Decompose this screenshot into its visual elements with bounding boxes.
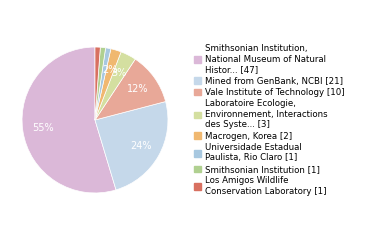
Wedge shape xyxy=(95,48,111,120)
Wedge shape xyxy=(95,49,121,120)
Text: 2%: 2% xyxy=(103,65,118,75)
Text: 55%: 55% xyxy=(32,123,54,133)
Wedge shape xyxy=(95,47,106,120)
Wedge shape xyxy=(95,102,168,190)
Wedge shape xyxy=(95,47,100,120)
Wedge shape xyxy=(22,47,116,193)
Text: 3%: 3% xyxy=(111,68,127,78)
Text: 24%: 24% xyxy=(130,141,152,151)
Text: 12%: 12% xyxy=(127,84,149,94)
Wedge shape xyxy=(95,52,135,120)
Legend: Smithsonian Institution,
National Museum of Natural
Histor... [47], Mined from G: Smithsonian Institution, National Museum… xyxy=(194,44,344,196)
Wedge shape xyxy=(95,59,166,120)
